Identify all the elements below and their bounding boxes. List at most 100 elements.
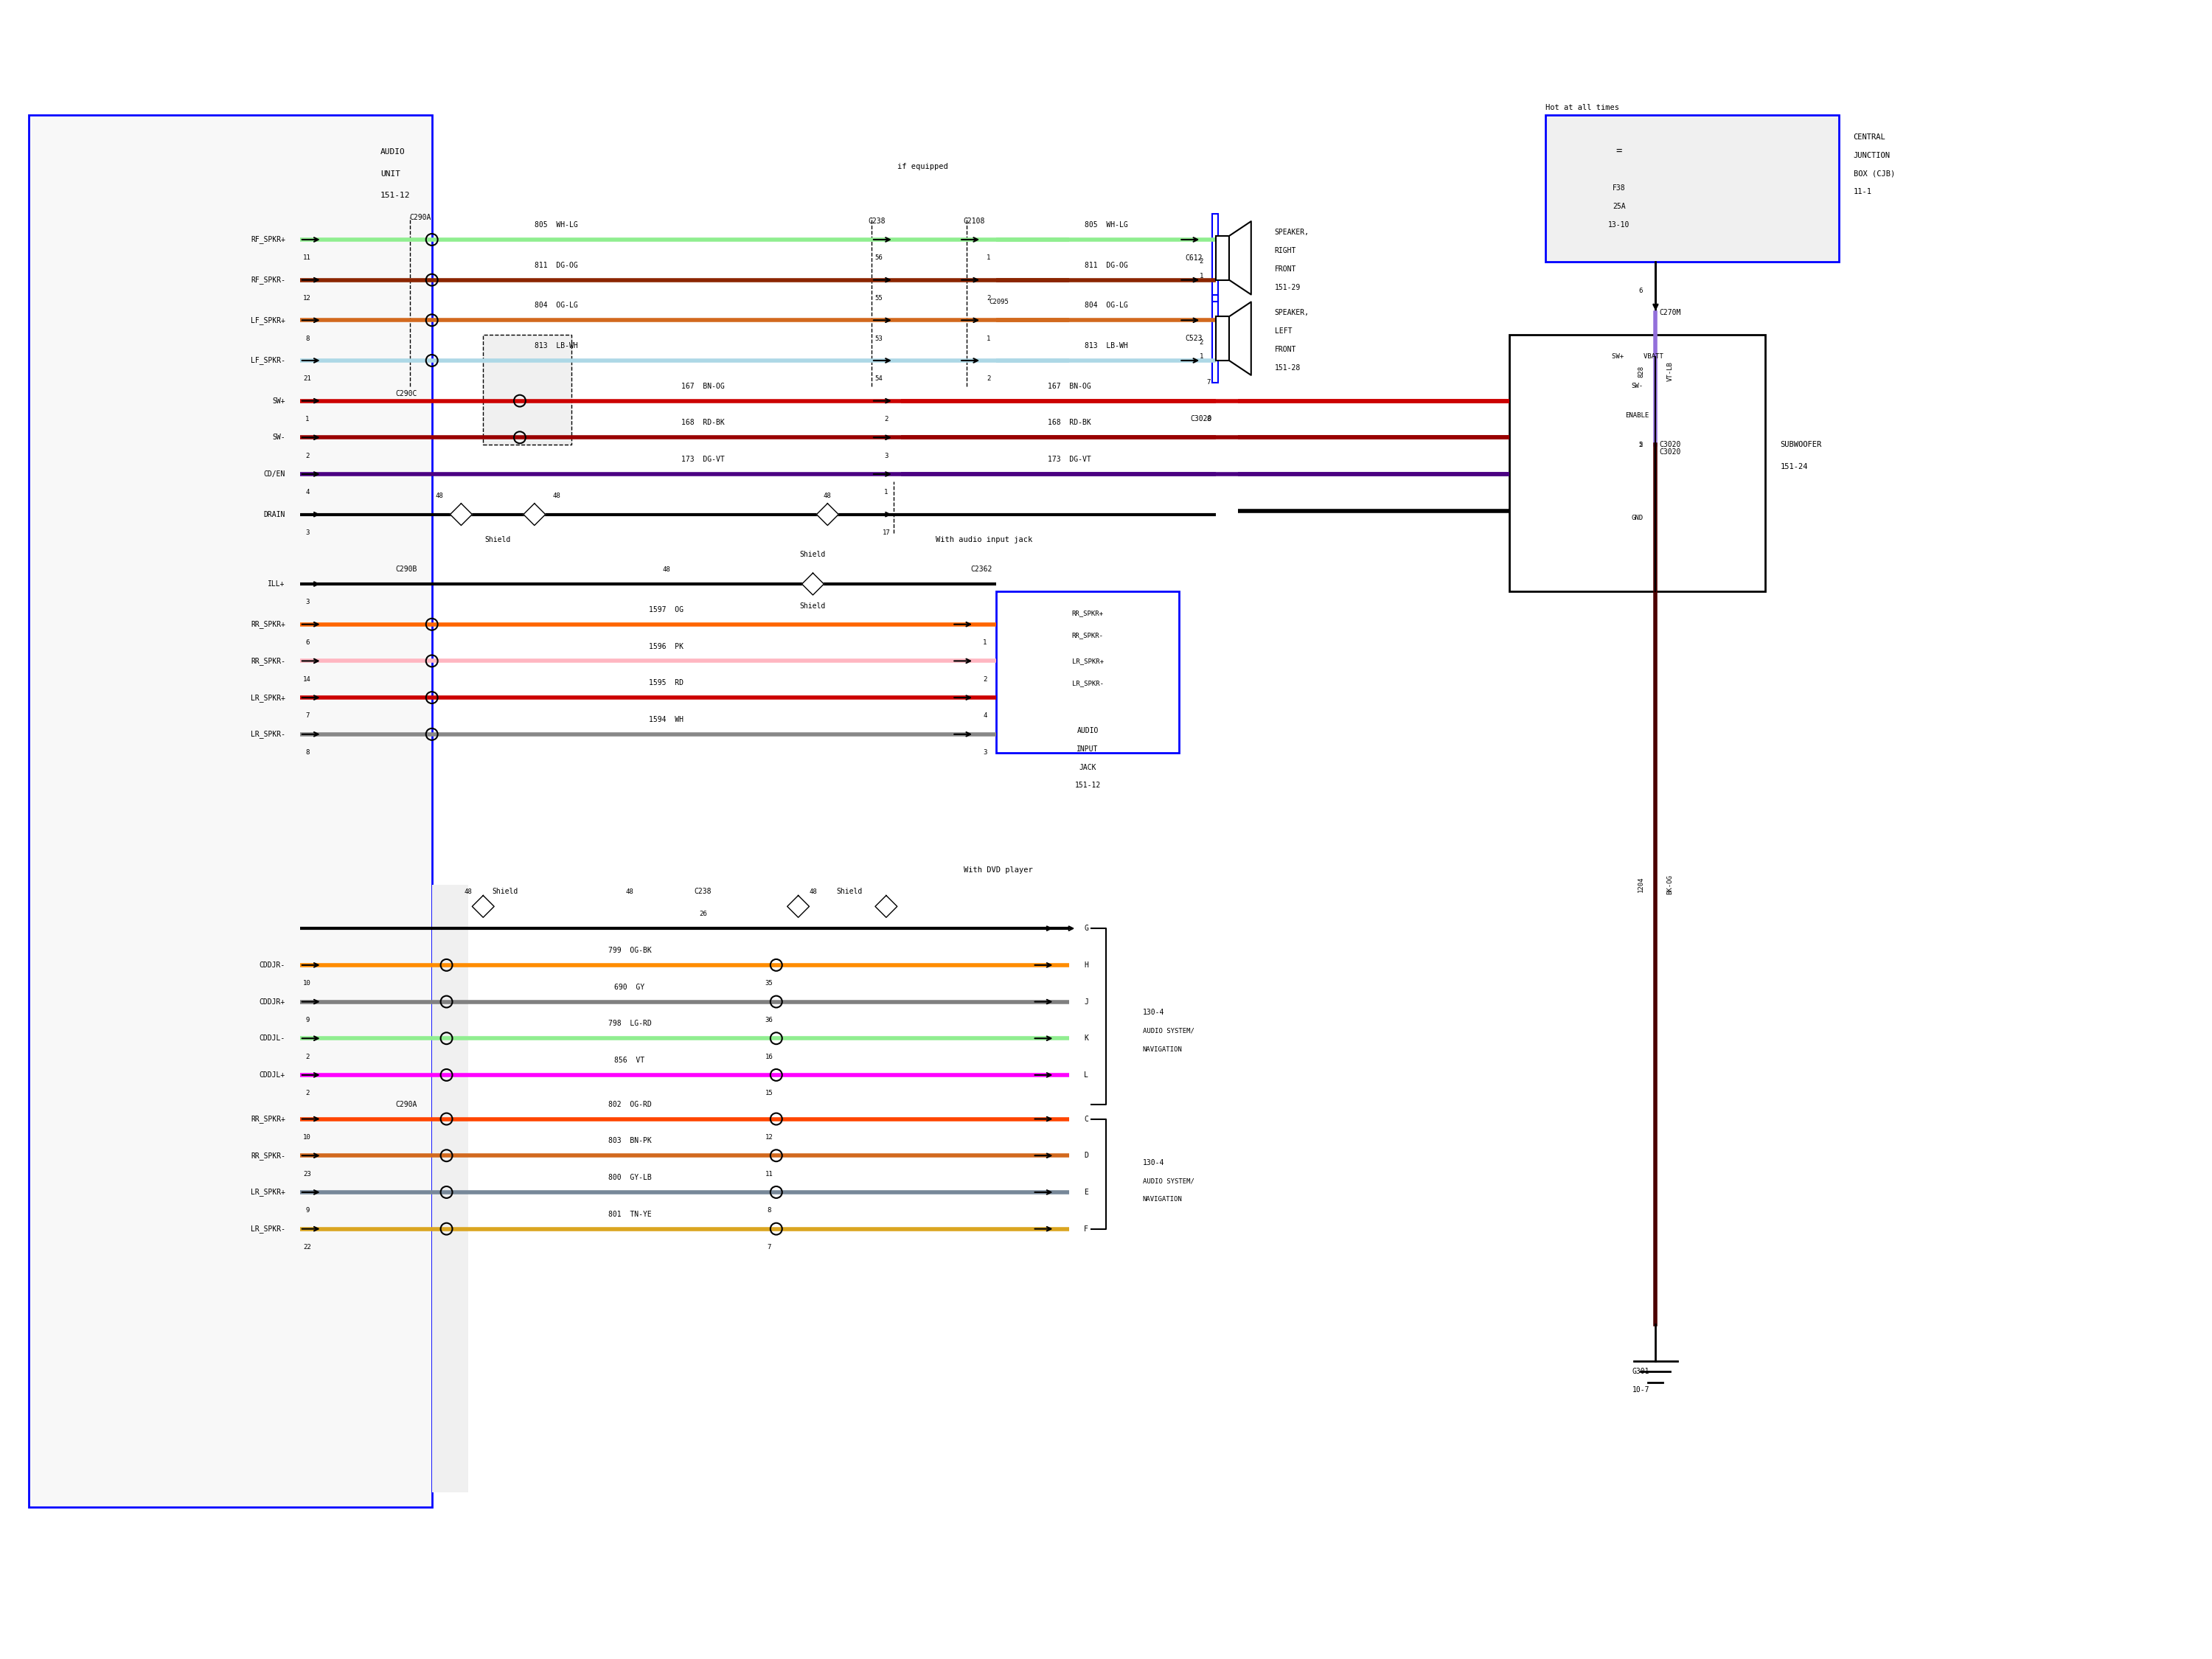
Text: CENTRAL: CENTRAL: [1854, 133, 1885, 141]
Text: 1204: 1204: [1637, 876, 1644, 893]
Text: INPUT: INPUT: [1077, 745, 1099, 753]
Polygon shape: [1230, 221, 1252, 295]
Text: D: D: [1084, 1151, 1088, 1160]
Text: F38: F38: [1613, 184, 1626, 192]
Text: 11: 11: [765, 1171, 772, 1178]
Bar: [1217, 236, 1230, 280]
Text: AUDIO SYSTEM/: AUDIO SYSTEM/: [1144, 1178, 1194, 1185]
Bar: [1217, 317, 1230, 360]
Text: 805  WH-LG: 805 WH-LG: [535, 221, 577, 229]
Text: GND: GND: [1630, 514, 1644, 521]
Text: 2: 2: [305, 1053, 310, 1060]
Polygon shape: [451, 503, 471, 526]
Bar: [1568, 129, 1816, 247]
Text: 800  GY-LB: 800 GY-LB: [608, 1175, 650, 1181]
Text: 22: 22: [303, 1244, 312, 1251]
Text: 805  WH-LG: 805 WH-LG: [1084, 221, 1128, 229]
Text: 4: 4: [305, 489, 310, 496]
Text: 48: 48: [436, 493, 442, 499]
Text: 151-12: 151-12: [1075, 781, 1102, 790]
Text: 2: 2: [987, 295, 991, 302]
Text: 26: 26: [699, 911, 708, 917]
Text: 6: 6: [1639, 287, 1644, 294]
Bar: [58, 884, 425, 1493]
Text: 15: 15: [765, 1090, 772, 1097]
Text: RR_SPKR-: RR_SPKR-: [250, 657, 285, 665]
Text: C3020: C3020: [1190, 415, 1212, 423]
Text: FRONT: FRONT: [1274, 345, 1296, 353]
Text: 9: 9: [305, 1017, 310, 1024]
Text: 130-4: 130-4: [1144, 1009, 1164, 1017]
Text: NAVIGATION: NAVIGATION: [1144, 1047, 1181, 1053]
Text: JACK: JACK: [1079, 763, 1097, 771]
Text: 803  BN-PK: 803 BN-PK: [608, 1138, 650, 1145]
Text: 1: 1: [982, 639, 987, 645]
Text: NAVIGATION: NAVIGATION: [1144, 1196, 1181, 1203]
Text: G301: G301: [1632, 1369, 1650, 1375]
Text: Shield: Shield: [491, 888, 518, 896]
Text: 167  BN-OG: 167 BN-OG: [681, 383, 726, 390]
Text: With DVD player: With DVD player: [964, 866, 1033, 874]
Polygon shape: [816, 503, 838, 526]
Text: C290A: C290A: [409, 214, 431, 221]
Text: 4: 4: [982, 713, 987, 720]
Text: 13-10: 13-10: [1608, 221, 1630, 229]
Text: C290A: C290A: [396, 1100, 416, 1108]
Bar: [1546, 114, 1838, 262]
Text: 54: 54: [876, 375, 883, 382]
Text: 1: 1: [987, 335, 991, 342]
Text: 48: 48: [553, 493, 560, 499]
Text: 151-24: 151-24: [1781, 463, 1807, 471]
Text: 21: 21: [303, 375, 312, 382]
Text: 802  OG-RD: 802 OG-RD: [608, 1100, 650, 1108]
Text: 811  DG-OG: 811 DG-OG: [1084, 262, 1128, 269]
Text: LEFT: LEFT: [1274, 327, 1292, 335]
Bar: [1212, 295, 1219, 383]
Text: DRAIN: DRAIN: [263, 511, 285, 518]
Text: 12: 12: [765, 1135, 772, 1141]
Text: if equipped: if equipped: [898, 163, 949, 169]
Text: C290C: C290C: [396, 390, 416, 397]
Text: 16: 16: [765, 1053, 772, 1060]
Polygon shape: [803, 572, 823, 596]
Text: 151-12: 151-12: [380, 192, 411, 199]
Text: 7: 7: [1206, 380, 1210, 387]
Text: 2: 2: [1639, 441, 1644, 448]
Text: 1: 1: [305, 416, 310, 423]
Text: RIGHT: RIGHT: [1274, 247, 1296, 254]
Text: Shield: Shield: [836, 888, 863, 896]
Text: With audio input jack: With audio input jack: [936, 536, 1033, 544]
Text: RR_SPKR-: RR_SPKR-: [250, 1151, 285, 1160]
Text: 151-28: 151-28: [1274, 365, 1301, 372]
Text: JUNCTION: JUNCTION: [1854, 151, 1891, 159]
Text: LR_SPKR-: LR_SPKR-: [1073, 680, 1104, 687]
Text: 55: 55: [876, 295, 883, 302]
Text: C238: C238: [695, 888, 712, 896]
Text: 798  LG-RD: 798 LG-RD: [608, 1020, 650, 1027]
Text: 1: 1: [987, 254, 991, 260]
Text: 3: 3: [982, 750, 987, 757]
Text: SPEAKER,: SPEAKER,: [1274, 229, 1310, 236]
Text: 168  RD-BK: 168 RD-BK: [681, 420, 726, 426]
Text: 7: 7: [305, 713, 310, 720]
Text: C523: C523: [1186, 335, 1203, 342]
Text: 1597  OG: 1597 OG: [648, 606, 684, 614]
Text: L: L: [1084, 1072, 1088, 1078]
Text: 151-29: 151-29: [1274, 284, 1301, 290]
Text: AUDIO: AUDIO: [1077, 727, 1099, 735]
Text: BK-OG: BK-OG: [1668, 874, 1674, 894]
Text: C3020: C3020: [1659, 441, 1681, 448]
Text: Hot at all times: Hot at all times: [1546, 105, 1619, 111]
Text: RR_SPKR+: RR_SPKR+: [250, 620, 285, 629]
Bar: [29, 114, 431, 1508]
Text: K: K: [1084, 1035, 1088, 1042]
Text: 1596  PK: 1596 PK: [648, 642, 684, 650]
Text: 2: 2: [982, 675, 987, 682]
Text: 53: 53: [876, 335, 883, 342]
Text: CDDJL+: CDDJL+: [259, 1072, 285, 1078]
Bar: [44, 129, 263, 1493]
Polygon shape: [471, 896, 493, 917]
Text: 1594  WH: 1594 WH: [648, 717, 684, 723]
Text: 6: 6: [305, 639, 310, 645]
Text: 14: 14: [303, 675, 312, 682]
